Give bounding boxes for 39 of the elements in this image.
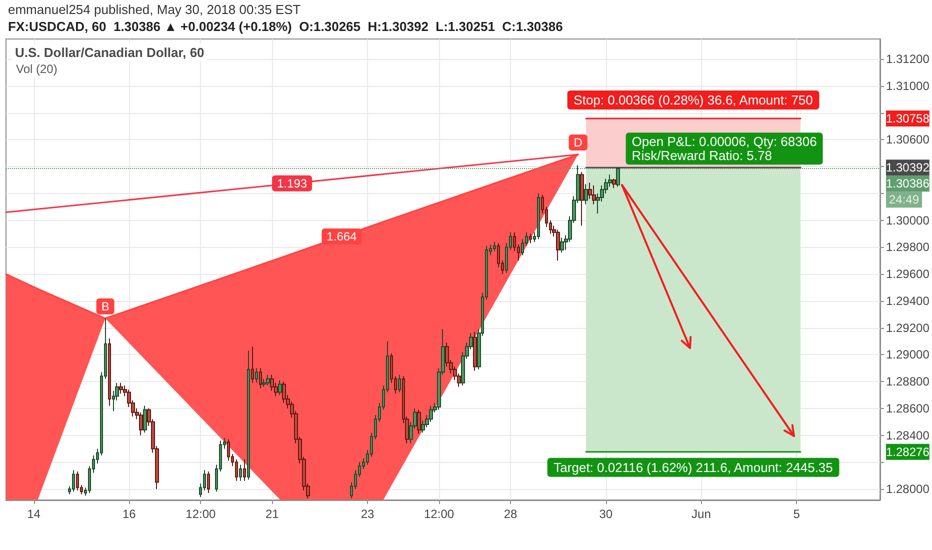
y-tick-label: 1.31000 [886,79,930,94]
y-tick-label: 1.28800 [886,374,930,389]
x-tick-label: 28 [504,507,518,521]
y-tick-label: 1.29600 [886,267,930,282]
y-tick-label: 1.29000 [886,348,930,362]
y-tick-label: 1.29200 [886,320,930,335]
y-tick-label: 1.29400 [886,294,930,308]
series-label: Target: 0.02116 (1.62%) 211.6, Amount: 2445.35 [554,460,833,475]
y-tick-label: 1.28000 [886,482,930,496]
y-tick-label: 1.31200 [886,52,930,66]
chart-subtitle: FX:USDCAD, 60 1.30386 ▲ +0.00234 (+0.18%) O:1.30265 H:1.30392 L:1.30251 C:1.30386 [8,19,563,34]
x-tick-label: 23 [360,507,375,521]
text: U.S. Dollar/Canadian Dollar, 60 [15,45,204,60]
y-tick-label: 1.28600 [886,401,930,416]
text: emmanuel254 published, May 30, 2018 00:35 EST [8,2,301,17]
x-tick-label: 16 [122,507,136,521]
series-label: 1.193 [277,176,308,190]
y-tick-label: 1.28400 [886,428,930,442]
text: 24:49 [889,192,920,207]
data-label: B [101,299,110,314]
x-tick-label: 12:00 [424,507,454,521]
x-tick-label: 12:00 [186,507,216,521]
y-tick-label: 1.30758 [886,112,930,126]
y-tick-label: 1.29800 [886,240,930,254]
y-tick-label: 1.30000 [886,213,930,228]
annotation: Open P&L: 0.00006, Qty: 68306 Risk/Reward Ratio: 5.78 [632,134,817,164]
x-tick-label: 14 [27,507,41,521]
annotation: Vol (20) [16,62,58,76]
y-tick-label: 1.30600 [886,132,930,147]
x-tick-label: 5 [793,507,800,521]
x-tick-label: Jun [692,507,711,521]
x-tick-label: 30 [599,507,613,521]
x-tick-label: 21 [265,507,280,521]
y-tick-label: 1.30392 [886,160,930,175]
data-label: D [574,136,583,150]
series-label: 1.664 [326,229,358,244]
y-tick-label: 1.28276 [886,444,930,459]
series-label: Stop: 0.00366 (0.28%) 36.6, Amount: 750 [574,92,813,108]
ref-line-label: 1.30386 [886,176,930,191]
